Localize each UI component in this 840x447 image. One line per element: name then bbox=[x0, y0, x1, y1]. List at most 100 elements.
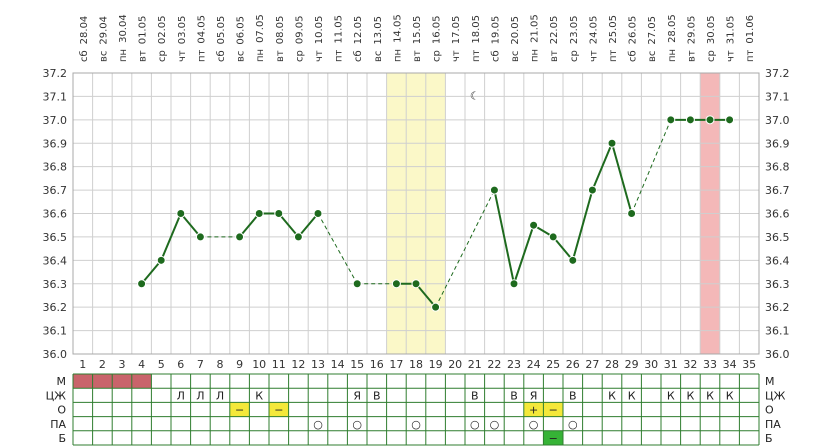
date-label: 14.05 bbox=[392, 14, 403, 43]
weekday-label: сб bbox=[490, 50, 501, 62]
weekday-label: пт bbox=[745, 49, 756, 62]
x-date-label: пт 18.05 bbox=[471, 15, 482, 62]
symptom-mark: ○ bbox=[490, 418, 500, 431]
symptom-mark: К bbox=[686, 389, 694, 402]
symptom-mark: − bbox=[549, 404, 558, 417]
x-date-label: вт 29.05 bbox=[686, 16, 697, 62]
symptom-mark: К bbox=[608, 389, 616, 402]
data-point bbox=[313, 209, 323, 218]
weekday-label: пн bbox=[255, 49, 266, 62]
y-tick-label-right: 37.1 bbox=[765, 90, 790, 103]
y-tick-label-left: 37.1 bbox=[43, 90, 68, 103]
weekday-label: пт bbox=[334, 49, 345, 62]
symptom-row-label-left: ПА bbox=[50, 418, 66, 431]
weekday-label: пн bbox=[118, 49, 129, 62]
date-label: 28.05 bbox=[667, 14, 678, 43]
x-day-label: 32 bbox=[683, 358, 697, 371]
weekday-label: вс bbox=[98, 51, 109, 62]
symptom-mark: ○ bbox=[529, 418, 539, 431]
symptom-mark: − bbox=[274, 404, 283, 417]
x-date-label: пн 28.05 bbox=[667, 14, 678, 62]
weekday-label: чт bbox=[588, 50, 599, 62]
data-point bbox=[587, 185, 597, 195]
symptom-mark: К bbox=[667, 389, 675, 402]
date-label: 21.05 bbox=[530, 14, 541, 43]
symptom-mark: К bbox=[255, 389, 263, 402]
data-point bbox=[568, 255, 578, 265]
x-date-label: вс 20.05 bbox=[510, 16, 521, 62]
date-label: 05.05 bbox=[216, 16, 227, 45]
weekday-label: вт bbox=[275, 50, 286, 62]
x-day-label: 28 bbox=[605, 358, 619, 371]
x-date-label: чт 24.05 bbox=[588, 16, 599, 62]
weekday-label: пн bbox=[530, 49, 541, 62]
date-label: 27.05 bbox=[647, 16, 658, 45]
series-line bbox=[493, 189, 515, 284]
y-tick-label-left: 36.6 bbox=[43, 208, 68, 221]
symptom-row-label-left: М bbox=[57, 375, 67, 388]
y-tick-label-left: 36.3 bbox=[43, 278, 68, 291]
x-day-label: 21 bbox=[468, 358, 482, 371]
weekday-label: ср bbox=[569, 50, 580, 62]
date-label: 08.05 bbox=[275, 16, 286, 45]
moon-icon: ☾ bbox=[470, 90, 480, 103]
x-day-label: 10 bbox=[252, 358, 266, 371]
x-date-label: вт 15.05 bbox=[412, 16, 423, 62]
weekday-label: сб bbox=[79, 50, 90, 62]
date-label: 01.06 bbox=[745, 15, 756, 44]
date-label: 30.04 bbox=[118, 14, 129, 43]
symptom-mark: К bbox=[628, 389, 636, 402]
x-day-label: 33 bbox=[703, 358, 717, 371]
weekday-label: вт bbox=[412, 50, 423, 62]
date-label: 22.05 bbox=[549, 16, 560, 45]
symptom-mark: ○ bbox=[568, 418, 578, 431]
x-date-label: пн 07.05 bbox=[255, 14, 266, 62]
date-label: 31.05 bbox=[726, 16, 737, 45]
symptom-mark: ○ bbox=[313, 418, 323, 431]
symptom-mark: К bbox=[726, 389, 734, 402]
weekday-label: вт bbox=[686, 50, 697, 62]
series-line bbox=[552, 236, 574, 261]
weekday-label: вс bbox=[236, 51, 247, 62]
date-label: 30.05 bbox=[706, 16, 717, 45]
y-tick-label-left: 36.9 bbox=[43, 137, 68, 150]
symptom-fill bbox=[543, 430, 563, 445]
series-line bbox=[513, 224, 535, 285]
weekday-label: сб bbox=[628, 50, 639, 62]
symptom-mark: ○ bbox=[411, 418, 421, 431]
series-line-dashed bbox=[631, 119, 672, 214]
series-line bbox=[160, 213, 182, 261]
x-day-label: 4 bbox=[138, 358, 145, 371]
x-day-label: 25 bbox=[546, 358, 560, 371]
series-line bbox=[278, 212, 300, 238]
x-day-label: 3 bbox=[119, 358, 126, 371]
x-date-label: пт 11.05 bbox=[334, 15, 345, 62]
data-point bbox=[705, 115, 715, 125]
series-line-dashed bbox=[435, 189, 495, 308]
date-label: 02.05 bbox=[157, 16, 168, 45]
x-day-label: 8 bbox=[217, 358, 224, 371]
symptom-row-label-right: ЦЖ bbox=[765, 389, 786, 402]
x-date-label: пн 14.05 bbox=[392, 14, 403, 62]
x-day-label: 22 bbox=[487, 358, 501, 371]
weekday-label: ср bbox=[294, 50, 305, 62]
x-date-label: чт 31.05 bbox=[726, 16, 737, 62]
weekday-label: ср bbox=[157, 50, 168, 62]
series-line bbox=[415, 283, 437, 308]
date-label: 25.05 bbox=[608, 15, 619, 44]
y-tick-label-left: 36.5 bbox=[43, 231, 68, 244]
date-label: 09.05 bbox=[294, 16, 305, 45]
weekday-label: пн bbox=[392, 49, 403, 62]
x-day-label: 13 bbox=[311, 358, 325, 371]
data-point bbox=[352, 279, 362, 289]
symptom-fill bbox=[523, 402, 544, 417]
x-date-label: вс 06.05 bbox=[236, 16, 247, 62]
x-date-label: пт 04.05 bbox=[196, 15, 207, 62]
series-line bbox=[611, 142, 633, 214]
symptom-mark: − bbox=[235, 404, 244, 417]
weekday-label: чт bbox=[726, 50, 737, 62]
symptom-row-label-right: М bbox=[765, 375, 775, 388]
weekday-label: сб bbox=[353, 50, 364, 62]
x-day-label: 6 bbox=[177, 358, 184, 371]
x-date-label: ср 02.05 bbox=[157, 16, 168, 63]
